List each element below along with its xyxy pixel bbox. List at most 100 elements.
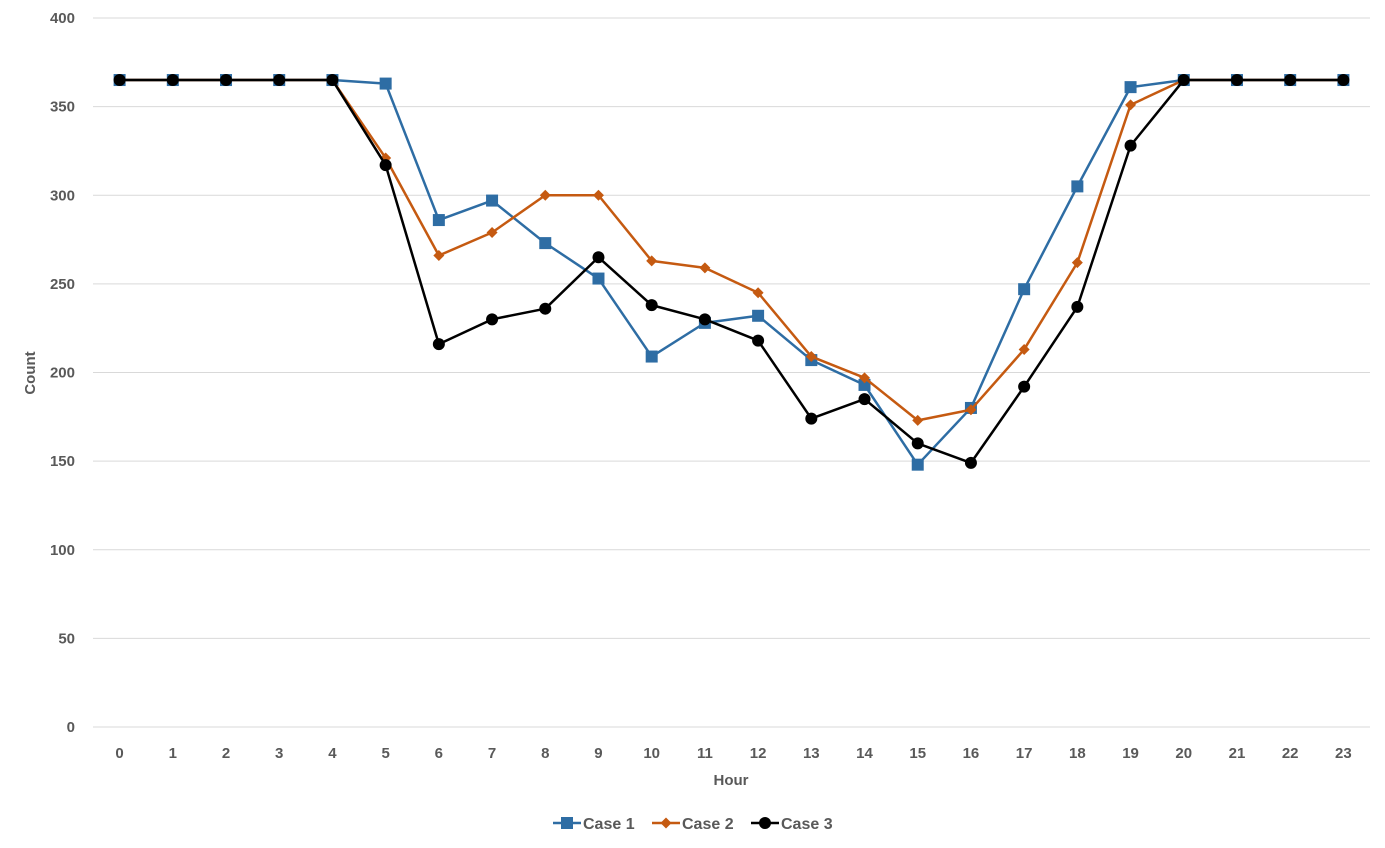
x-tick-label: 18 [1069,745,1086,762]
x-tick-label: 4 [328,745,337,762]
legend-marker [660,817,672,829]
x-tick-label: 11 [697,745,713,762]
y-tick-label: 200 [50,365,75,382]
data-point [592,251,605,264]
data-point [1124,81,1137,94]
data-point [1018,380,1031,393]
x-tick-label: 7 [488,745,496,762]
data-point [379,77,392,90]
data-point [805,412,818,425]
data-point [592,189,604,201]
data-point [805,351,817,363]
data-point [1337,74,1350,87]
y-tick-label: 100 [50,542,75,559]
data-point [699,262,711,274]
data-point [220,74,233,87]
data-point [1018,343,1030,355]
data-point [645,299,658,312]
x-tick-label: 23 [1335,745,1352,762]
x-tick-label: 9 [594,745,602,762]
legend-label: Case 1 [583,816,635,833]
x-tick-label: 13 [803,745,820,762]
x-tick-label: 15 [909,745,926,762]
data-point [273,74,286,87]
series-line [119,78,1344,465]
data-point [752,309,765,322]
data-point [1018,283,1031,296]
gridlines [93,17,1370,728]
data-point [911,437,924,450]
data-point [1071,257,1083,269]
data-point [1125,99,1137,111]
x-tick-label: 17 [1016,745,1033,762]
legend: Case 1 Case 2 Case 3 [553,816,833,833]
data-point [858,393,871,406]
x-tick-label: 8 [541,745,549,762]
data-point [911,458,924,471]
series-3 [113,74,1350,469]
y-tick-label: 400 [50,10,75,27]
data-point [858,378,871,391]
legend-item: Case 3 [751,816,833,833]
data-point [1071,300,1084,313]
data-point [326,74,339,87]
data-point [645,350,658,363]
y-tick-label: 300 [50,187,75,204]
data-point [965,404,977,416]
data-point [1284,74,1297,87]
x-tick-label: 19 [1122,745,1139,762]
data-point [113,74,126,87]
data-point [433,250,445,262]
legend-marker [759,817,771,829]
data-point [539,237,552,250]
x-tick-label: 20 [1175,745,1192,762]
data-point [592,272,605,285]
y-axis-title: Count [22,351,39,394]
x-tick-label: 0 [115,745,123,762]
y-tick-label: 250 [50,276,75,293]
data-point [539,302,552,315]
x-tick-label: 1 [169,745,177,762]
x-tick-label: 2 [222,745,230,762]
data-point [432,338,445,351]
y-tick-label: 0 [67,719,75,736]
x-tick-label: 10 [643,745,660,762]
data-point [539,189,551,201]
data-point [912,414,924,426]
x-axis-title: Hour [714,772,749,789]
y-tick-label: 150 [50,453,75,470]
data-point [859,372,871,384]
x-tick-label: 21 [1229,745,1246,762]
data-point [486,313,499,326]
data-point [486,226,498,238]
legend-item: Case 2 [652,816,734,833]
x-tick-label: 3 [275,745,283,762]
data-point [752,334,765,347]
data-point [646,255,658,267]
data-point [698,313,711,326]
y-tick-label: 350 [50,99,75,116]
x-tick-label: 12 [750,745,767,762]
x-tick-label: 6 [435,745,443,762]
data-point [752,287,764,299]
x-tick-label: 5 [381,745,389,762]
x-tick-label: 16 [963,745,980,762]
x-tick-label: 22 [1282,745,1299,762]
y-tick-label: 50 [58,630,75,647]
x-axis-tick-labels: 0 1 2 3 4 5 6 7 8 9 10 11 12 13 14 15 16 17 18 19 20 21 22 23 [115,745,1351,762]
legend-label: Case 3 [781,816,833,833]
data-point [964,456,977,469]
data-point [1177,74,1190,87]
legend-marker [561,817,573,829]
data-point [486,194,499,207]
series-group [113,74,1350,471]
data-point [379,159,392,172]
legend-label: Case 2 [682,816,734,833]
data-point [432,214,445,227]
x-tick-label: 14 [856,745,873,762]
data-point [1124,139,1137,152]
legend-item: Case 1 [553,816,635,833]
data-point [1071,180,1084,193]
data-point [166,74,179,87]
